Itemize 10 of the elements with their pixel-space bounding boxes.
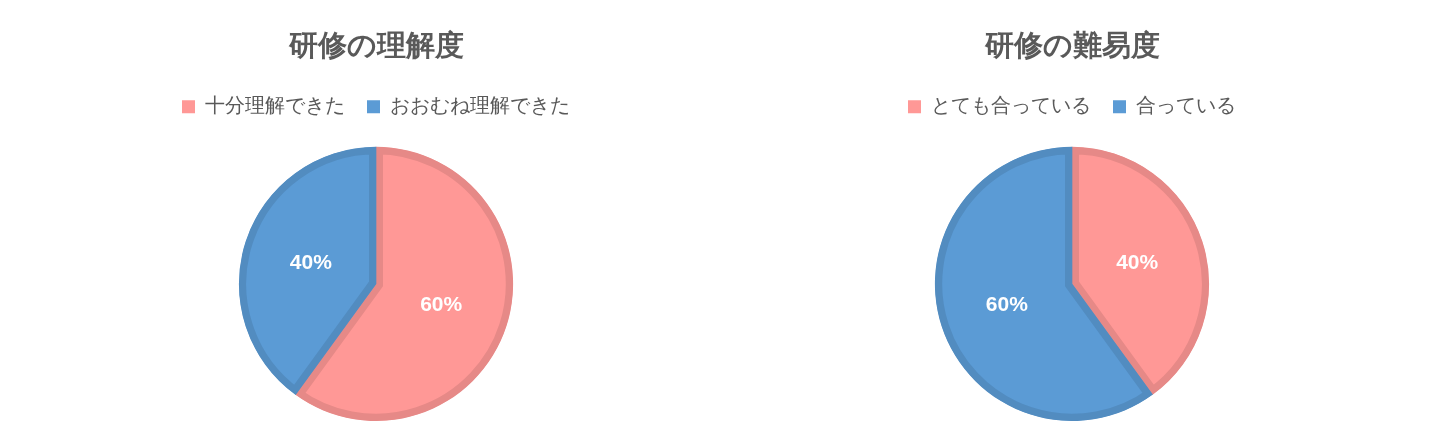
legend-label: 合っている	[1136, 94, 1236, 117]
legend-label: 十分理解できた	[205, 94, 345, 117]
data-label: 40%	[289, 249, 333, 273]
legend-label: とても合っている	[931, 94, 1091, 117]
chart-title: 研修の難易度	[983, 29, 1160, 62]
chart-title: 研修の理解度	[287, 29, 464, 62]
data-label: 40%	[1116, 249, 1159, 273]
data-label: 60%	[985, 291, 1029, 315]
legend-label: おおむね理解できた	[390, 94, 570, 117]
data-label: 60%	[420, 291, 463, 315]
